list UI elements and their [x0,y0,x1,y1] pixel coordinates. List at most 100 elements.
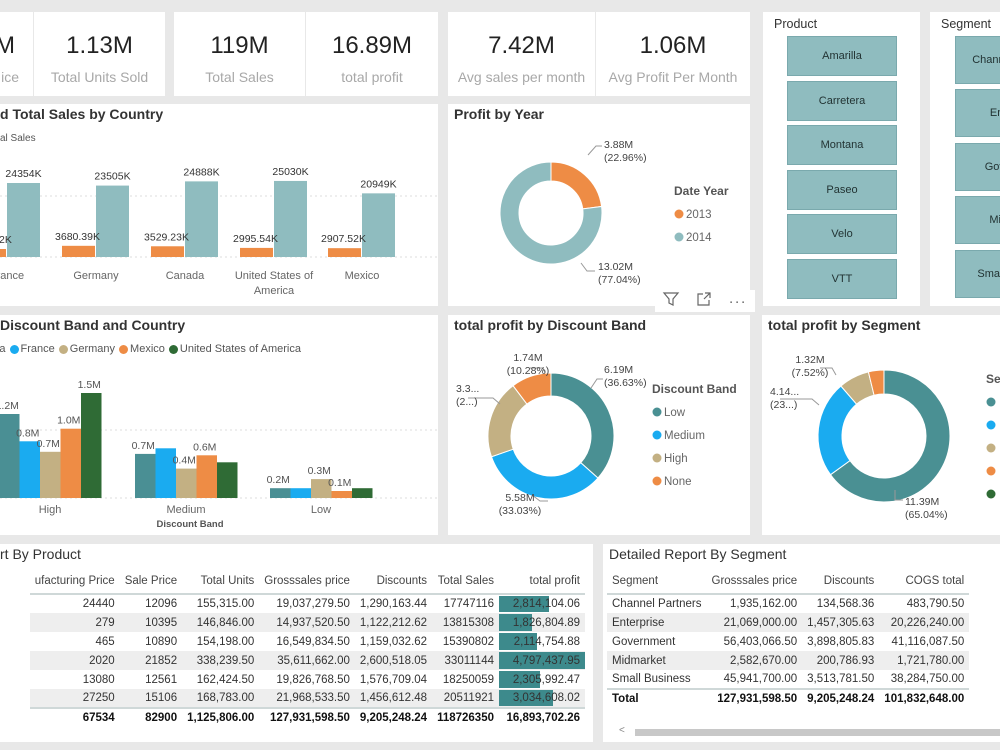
bar-total-sales [362,193,395,257]
column-header[interactable]: Grosssales price [706,568,803,595]
table-cell: 21,968,533.50 [259,689,355,708]
legend-title: Date Year [674,184,729,198]
total-cell: 9,205,248.24 [354,707,433,727]
kpi-label: Avg Profit Per Month [608,69,738,85]
table-row[interactable]: Channel Partners 1,935,162.00 134,568.36 48… [607,594,969,613]
table-cell: 3,898,805.83 [807,635,875,648]
legend-dot-icon [986,443,996,453]
table-cell: Enterprise [607,613,707,632]
legend-label: United States of America [179,343,301,355]
table-cell: 13815308 [432,613,499,632]
bar-united-states-of-america [81,393,102,498]
table-row[interactable]: 27250 15106 168,783.00 21,968,533.50 1,456,6… [29,689,585,708]
slicer-item-midmarket[interactable]: Midmarket [955,196,1000,245]
legend-label: Low [664,407,686,419]
column-header[interactable]: COGS total [879,568,970,595]
slicer-item-montana[interactable]: Montana [787,125,897,166]
column-header[interactable]: Discounts [354,568,433,595]
slicer-item-carretera[interactable]: Carretera [787,80,897,121]
scrollbar-thumb[interactable] [635,729,1000,736]
legend-item[interactable]: Germany [58,343,116,355]
column-header[interactable]: Total Sales [432,568,499,595]
table-cell: 134,568.36 [816,598,875,610]
column-header[interactable]: Total Units [182,568,260,595]
legend-item[interactable]: Canada [0,343,6,355]
slicer-item-small-business[interactable]: Small Business [955,249,1000,298]
chart-title: Profit by Year [454,106,545,122]
category-label: America [254,285,295,297]
donut-slice [550,161,603,210]
table-cell: 3,513,781.50 [807,673,875,685]
column-header[interactable]: Grosssales price [259,568,355,595]
slicer-item-government[interactable]: Government [955,142,1000,191]
table-cell: 17747116 [443,598,494,610]
table-row[interactable]: 24440 12096 155,315.00 19,037,279.50 1,290,1… [30,594,585,613]
kpi-card-avg-profit: 1.06M Avg Profit Per Month [596,12,750,96]
table-row[interactable]: 13080 12561 162,424.50 19,826,768.50 1,576,7… [30,670,585,689]
table-row[interactable]: Small Business 45,941,700.00 3,513,781.50 3… [607,670,969,689]
legend-label: None [664,476,692,488]
legend-item[interactable]: France [9,343,55,355]
filter-icon[interactable] [663,291,680,311]
horizontal-scrollbar[interactable]: < [609,725,1000,737]
column-header[interactable]: Sale Price [119,568,183,595]
data-label: 20949K [360,178,396,190]
column-header[interactable]: Segment [607,568,707,595]
category-label: Mexico [345,270,380,282]
data-label: 0.3M [308,465,331,477]
data-label: 0.2M [267,474,290,486]
legend-item[interactable]: Mexico [119,343,165,355]
slicer-item-vtt[interactable]: VTT [787,259,897,299]
table-row[interactable]: Midmarket 2,582,670.00 200,786.93 1,721,780… [607,651,970,670]
data-label: 1.74M [513,352,542,364]
product-report-table: rt By Product ufacturing Price Sale Price… [0,544,593,742]
table-cell: Midmarket [607,651,707,670]
scroll-left-arrow[interactable]: < [619,725,625,736]
cell-value: 3,034,608.02 [512,692,580,704]
total-cell: 1,125,806.00 [182,707,260,727]
table-cell: 20511921 [432,689,499,708]
cell-value: 1,826,804.89 [512,616,580,629]
slicer-item-enterprise[interactable]: Enterprise [955,89,1000,138]
data-label: 0.8M [16,427,39,439]
table-cell: 33011144 [432,651,499,670]
legend-label: Germany [69,343,116,355]
column-header[interactable]: Discounts [802,568,880,595]
donut-slice [512,372,552,405]
category-label: France [0,270,24,282]
more-options-icon[interactable]: ··· [728,292,747,310]
table-cell: 146,846.00 [182,613,260,632]
table-row[interactable]: 279 10395 146,846.00 14,937,520.50 1,122,212… [29,613,585,632]
legend-dot-icon [652,430,662,440]
kpi-label: Total Units Sold [50,69,149,85]
table-row[interactable]: 2020 21852 338,239.50 35,611,662.00 2,600,51… [29,651,585,670]
slicer-item-channel-partners[interactable]: Channel Partners [955,36,1000,84]
legend-label: Medium [664,430,705,442]
legend-dot-icon [652,476,662,486]
table-cell: 16,549,834.50 [276,635,350,648]
slicer-item-velo[interactable]: Velo [787,214,897,255]
bar-total-sales [7,183,40,257]
table-cell: 279 [29,613,120,632]
leader-line [531,494,548,502]
kpi-card-total-profit: 16.89M total profit [306,12,438,96]
table-row[interactable]: 465 10890 154,198.00 16,549,834.50 1,159,032… [30,632,585,651]
legend-dot-icon [652,453,662,463]
slicer-item-paseo[interactable]: Paseo [787,169,897,210]
table-cell: 465 [95,635,115,648]
data-label: 2K [0,234,12,246]
leader-line [587,145,602,156]
slicer-item-amarilla[interactable]: Amarilla [787,36,897,76]
profit-by-discount-band-chart: total profit by Discount Band 6.19M (36.6… [448,315,750,535]
table-row[interactable]: Enterprise 21,069,000.00 1,457,305.63 20,22… [607,613,970,632]
column-header[interactable]: total profit [499,568,585,595]
bar-france [290,488,311,498]
table-cell: 19,037,279.50 [276,598,350,610]
table-row[interactable]: Government 56,403,066.50 3,898,805.83 41,11… [607,632,969,651]
data-label-percent: (7.52%) [792,367,829,379]
focus-mode-icon[interactable] [696,291,712,311]
column-header[interactable]: ufacturing Price [29,568,120,595]
leader-line [820,367,837,376]
legend-item[interactable]: United States of America [168,343,301,355]
kpi-value: 7.42M [488,32,555,59]
